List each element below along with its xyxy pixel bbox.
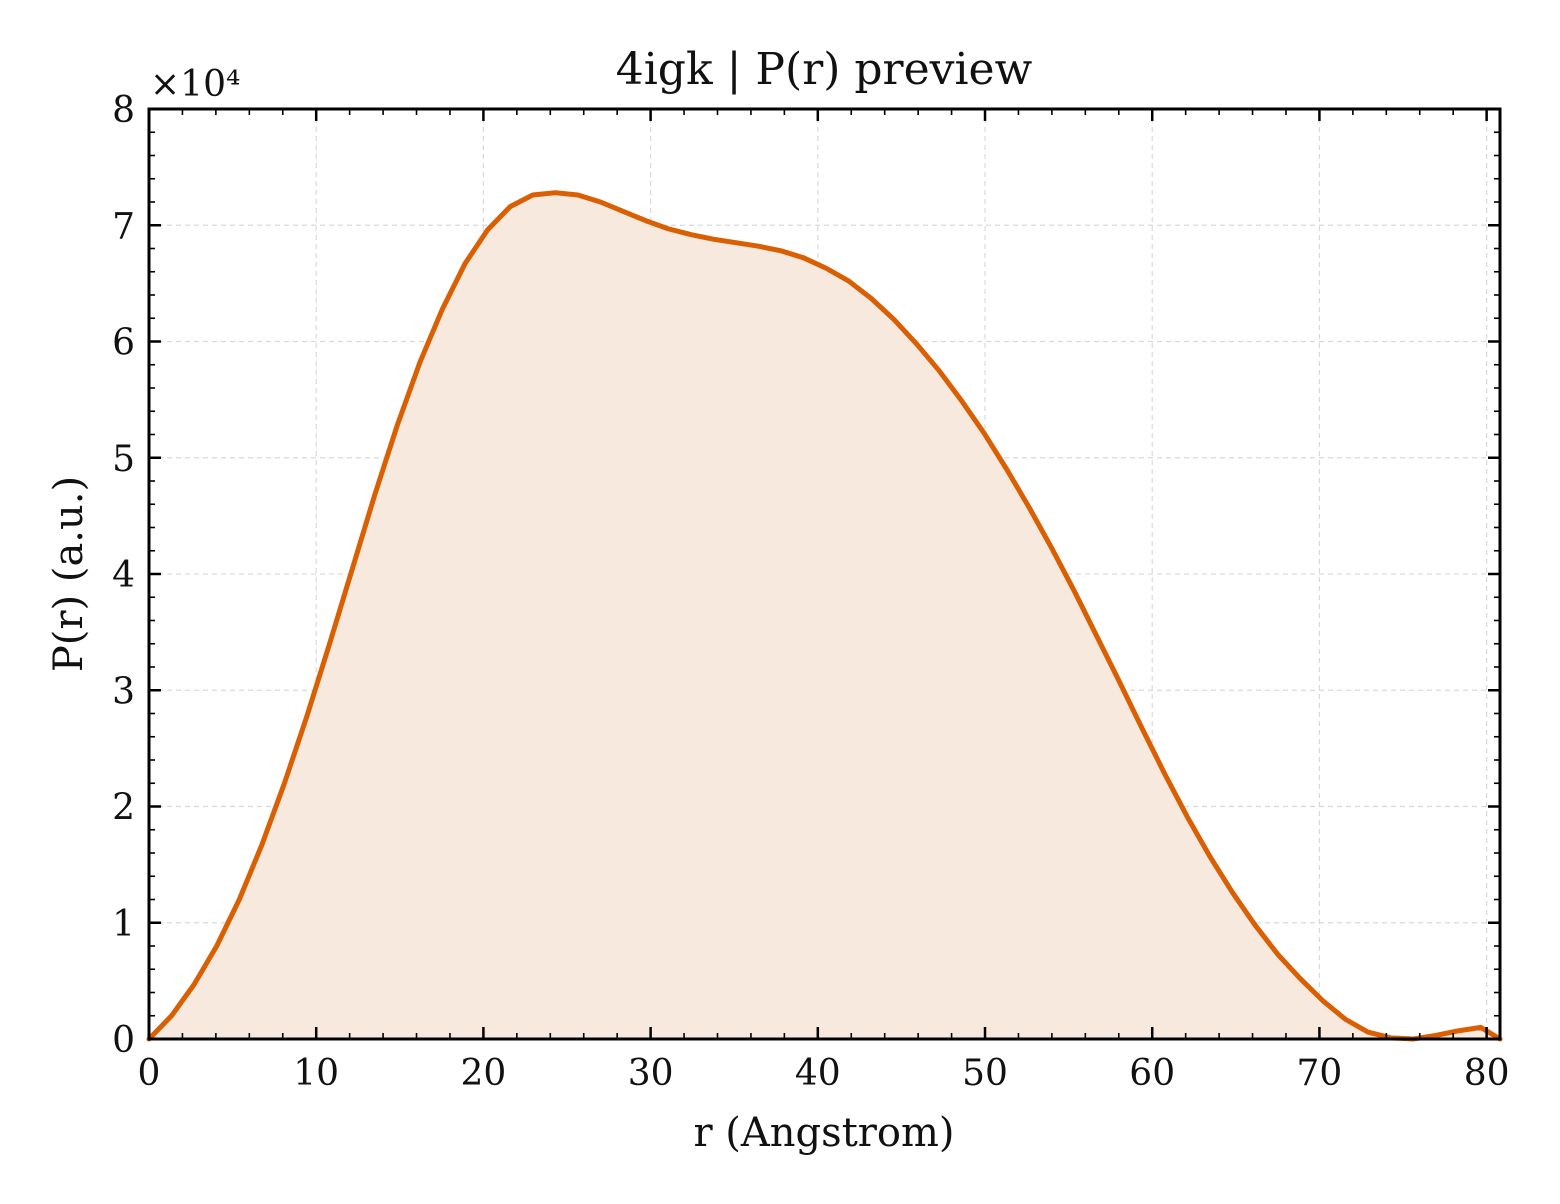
x-tick-label: 20 — [460, 1053, 506, 1094]
y-tick-label: 0 — [112, 1020, 135, 1061]
x-tick-labels: 0 10 20 30 40 50 60 70 80 — [138, 1053, 1510, 1094]
y-tick-label: 8 — [112, 90, 135, 131]
x-tick-label: 60 — [1129, 1053, 1175, 1094]
x-axis-label: r (Angstrom) — [693, 1110, 954, 1156]
x-tick-label: 10 — [293, 1053, 339, 1094]
area-fill — [149, 192, 1500, 1039]
y-tick-labels: 0 1 2 3 4 5 6 7 8 — [112, 90, 135, 1061]
x-tick-label: 50 — [962, 1053, 1008, 1094]
y-tick-label: 1 — [112, 904, 135, 945]
plot-frame — [147, 107, 1502, 1041]
x-tick-label: 40 — [795, 1053, 841, 1094]
x-tick-label: 80 — [1464, 1053, 1510, 1094]
y-axis-multiplier: ×10⁴ — [150, 64, 240, 105]
x-tick-label: 30 — [628, 1053, 674, 1094]
data-line — [146, 190, 1503, 1042]
x-tick-label: 0 — [138, 1053, 161, 1094]
y-tick-label: 4 — [112, 555, 135, 596]
y-axis-label: P(r) (a.u.) — [46, 476, 92, 672]
y-tick-label: 7 — [112, 206, 135, 247]
x-tick-label: 70 — [1297, 1053, 1343, 1094]
y-tick-label: 3 — [112, 671, 135, 712]
chart-title: 4igk | P(r) preview — [616, 44, 1033, 95]
y-tick-label: 6 — [112, 323, 135, 364]
y-tick-label: 2 — [112, 788, 135, 829]
y-tick-label: 5 — [112, 439, 135, 480]
